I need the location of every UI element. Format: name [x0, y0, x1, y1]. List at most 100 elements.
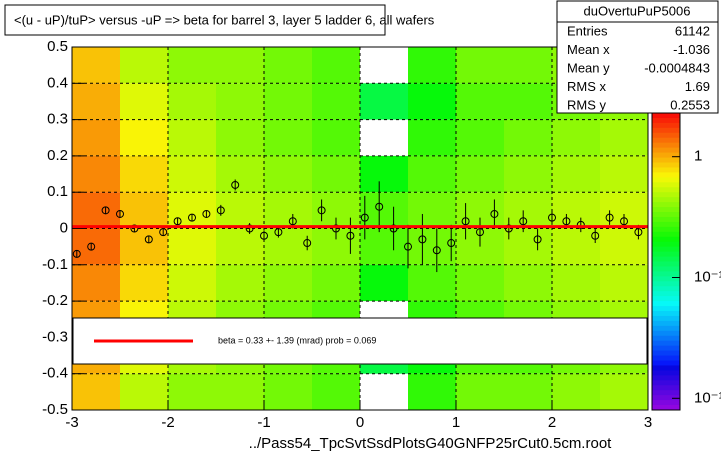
heat-cell: [264, 228, 312, 265]
colorbar-step: [652, 380, 680, 386]
heat-cell: [72, 264, 120, 302]
profile-point: [490, 209, 499, 218]
heat-cell: [504, 373, 552, 410]
colorbar-step: [652, 246, 680, 253]
heat-cell: [360, 83, 408, 120]
profile-point: [216, 206, 225, 215]
profile-point: [274, 228, 283, 237]
colorbar-step: [652, 405, 680, 411]
y-tick-label: -0.4: [42, 365, 68, 382]
colorbar-step: [652, 350, 680, 357]
y-tick-label: 0.5: [47, 38, 68, 55]
heat-cell: [264, 83, 312, 120]
heat-cell: [168, 155, 216, 193]
y-tick-label: 0.1: [47, 183, 68, 200]
legend-text: beta = 0.33 +- 1.39 (mrad) prob = 0.069: [218, 335, 376, 345]
colorbar-step: [652, 216, 680, 223]
colorbar-step: [652, 117, 680, 124]
colorbar-step: [652, 355, 680, 361]
colorbar-step: [652, 132, 680, 139]
z-tick-label: 10⁻¹: [694, 268, 721, 285]
y-tick-label: -0.1: [42, 256, 68, 273]
heat-cell: [216, 155, 264, 193]
colorbar-step: [652, 306, 680, 312]
profile-point: [461, 217, 470, 226]
profile-point: [159, 228, 168, 237]
colorbar-step: [652, 301, 680, 307]
stats-label: RMS y: [567, 97, 607, 112]
colorbar-step: [652, 360, 680, 366]
heat-cell: [360, 264, 408, 302]
heat-cell: [408, 83, 456, 120]
heat-cell: [120, 373, 168, 410]
heat-cell: [216, 83, 264, 120]
plot-frame: [71, 46, 649, 411]
heat-cell: [216, 228, 264, 265]
heat-cell: [600, 155, 648, 193]
heat-cell: [360, 155, 408, 193]
stats-value: 61142: [675, 23, 710, 38]
heat-cell: [168, 264, 216, 302]
heat-cell: [216, 47, 264, 84]
x-tick-label: 1: [452, 414, 460, 431]
heat-cell: [408, 155, 456, 193]
profile-point: [519, 217, 528, 226]
colorbar-step: [652, 122, 680, 129]
profile-point: [303, 239, 312, 248]
heat-cell: [408, 119, 456, 156]
heat-cell: [168, 228, 216, 265]
profile-point: [231, 180, 240, 189]
heat-cell: [600, 264, 648, 302]
heat-cell: [408, 264, 456, 302]
colorbar-step: [652, 256, 680, 262]
x-axis-label: ../Pass54_TpcSvtSsdPlotsG40GNFP25rCut0.5…: [249, 435, 612, 452]
heat-cell: [216, 264, 264, 302]
heat-cell: [456, 264, 504, 302]
colorbar-step: [652, 390, 680, 396]
stats-label: RMS x: [567, 79, 607, 94]
colorbar-step: [652, 197, 680, 203]
profile-point: [72, 249, 81, 258]
title-box: [4, 4, 386, 36]
profile-point: [605, 213, 614, 222]
heat-cell: [504, 192, 552, 229]
heat-cell: [168, 373, 216, 410]
stats-label: Mean y: [567, 60, 610, 75]
profile-point: [591, 231, 600, 240]
y-tick-label: -0.2: [42, 292, 68, 309]
heat-cell: [504, 83, 552, 120]
heat-cell: [312, 155, 360, 193]
y-tick-label: -0.5: [42, 401, 68, 418]
colorbar-step: [652, 291, 680, 297]
heat-cell: [312, 83, 360, 120]
heat-cell: [456, 155, 504, 193]
colorbar-step: [652, 152, 680, 159]
profile-point: [620, 217, 628, 226]
profile-point: [188, 213, 196, 222]
heat-cell: [600, 228, 648, 265]
colorbar-step: [652, 167, 680, 173]
heat-cell: [216, 119, 264, 156]
profile-point: [389, 224, 398, 233]
heat-cell: [456, 83, 504, 120]
stats-label: Mean x: [567, 42, 610, 57]
y-tick-label: 0.2: [47, 147, 68, 164]
y-tick-label: -0.3: [42, 328, 68, 345]
profile-point: [432, 246, 441, 255]
colorbar-step: [652, 182, 680, 188]
colorbar-step: [652, 202, 680, 208]
colorbar-step: [652, 226, 680, 233]
z-tick-label: 1: [694, 148, 702, 165]
colorbar-step: [652, 296, 680, 302]
stats-value: -1.036: [673, 42, 710, 57]
colorbar-step: [652, 192, 680, 198]
profile-point: [476, 228, 484, 237]
heat-cell: [264, 373, 312, 410]
stats-value: 1.69: [685, 79, 710, 94]
colorbar-step: [652, 127, 680, 134]
profile-point: [447, 239, 456, 248]
heat-cell: [72, 373, 120, 410]
colorbar-step: [652, 385, 680, 391]
heat-cell: [216, 192, 264, 229]
